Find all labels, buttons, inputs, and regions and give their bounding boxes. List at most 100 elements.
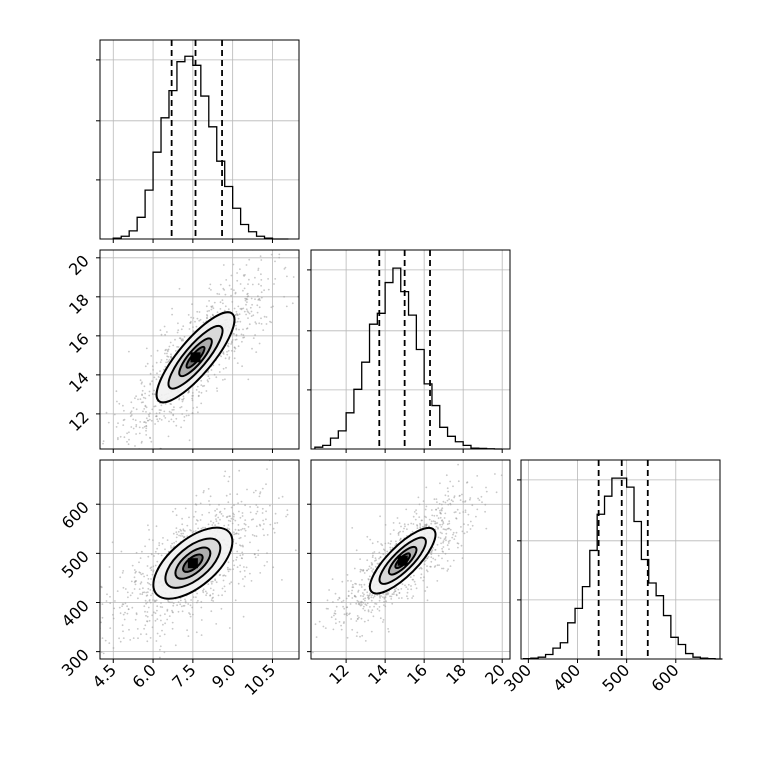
sample-point [374, 565, 377, 568]
sample-point [417, 496, 420, 499]
sample-point [160, 619, 162, 622]
sample-point [261, 487, 264, 490]
sample-point [241, 365, 244, 368]
sample-point [255, 525, 258, 528]
sample-point [182, 339, 185, 342]
sample-point [239, 570, 242, 573]
sample-point [347, 590, 350, 593]
sample-point [440, 508, 443, 511]
sample-point [481, 501, 483, 504]
sample-point [228, 356, 231, 359]
sample-point [358, 616, 360, 619]
sample-point [422, 500, 425, 502]
sample-point [175, 424, 178, 427]
sample-point [145, 417, 148, 420]
sample-point [171, 313, 174, 316]
sample-point [224, 590, 227, 593]
sample-point [152, 539, 154, 541]
sample-point [371, 563, 374, 565]
sample-point [255, 512, 258, 515]
sample-point [416, 525, 419, 527]
sample-point [163, 415, 166, 417]
sample-point [242, 328, 244, 331]
sample-point [240, 528, 243, 531]
sample-point [244, 504, 247, 507]
sample-point [245, 566, 248, 569]
sample-point [235, 559, 238, 561]
sample-point [257, 269, 260, 271]
sample-point [217, 594, 220, 597]
sample-point [145, 633, 148, 636]
sample-point [157, 420, 160, 423]
sample-point [360, 603, 363, 606]
sample-point [223, 524, 226, 527]
histogram-panel-2 [517, 459, 723, 663]
sample-point [245, 308, 248, 311]
density-content [100, 460, 299, 659]
sample-point [223, 309, 226, 312]
sample-point [144, 397, 147, 400]
sample-point [113, 607, 116, 610]
sample-point [252, 337, 255, 339]
sample-point [471, 524, 474, 527]
sample-point [187, 603, 190, 605]
sample-point [222, 367, 225, 370]
sample-point [233, 350, 236, 353]
sample-point [242, 545, 244, 548]
sample-point [170, 418, 173, 421]
sample-point [391, 602, 394, 605]
sample-point [405, 508, 408, 511]
sample-point [135, 425, 138, 428]
sample-point [131, 564, 134, 567]
sample-point [449, 565, 452, 567]
sample-point [138, 561, 140, 564]
sample-point [371, 570, 373, 572]
sample-point [144, 365, 147, 368]
sample-point [281, 495, 284, 498]
sample-point [420, 567, 423, 570]
sample-point [410, 585, 412, 587]
sample-point [246, 301, 248, 303]
sample-point [122, 419, 125, 422]
sample-point [350, 592, 353, 595]
sample-point [371, 594, 373, 596]
sample-point [438, 503, 441, 505]
sample-point [376, 594, 379, 596]
sample-point [164, 402, 167, 405]
sample-point [112, 613, 114, 616]
sample-point [285, 305, 288, 308]
histogram-panel-1 [307, 249, 511, 453]
sample-point [202, 385, 204, 388]
sample-point [197, 395, 200, 398]
sample-point [172, 408, 175, 411]
sample-point [236, 550, 239, 553]
sample-point [457, 463, 459, 466]
sample-point [241, 515, 244, 517]
sample-point [247, 311, 250, 314]
sample-point [196, 385, 199, 388]
sample-point [452, 533, 454, 536]
sample-point [239, 536, 242, 539]
sample-point [151, 614, 154, 617]
sample-point [142, 396, 145, 399]
sample-point [250, 580, 253, 582]
sample-point [249, 506, 252, 508]
sample-point [442, 551, 444, 553]
sample-point [177, 610, 180, 613]
sample-point [150, 553, 153, 556]
sample-point [464, 511, 467, 513]
sample-point [373, 595, 376, 597]
sample-point [138, 426, 141, 429]
sample-point [150, 419, 153, 422]
sample-point [238, 328, 240, 331]
sample-point [223, 507, 226, 510]
sample-point [229, 493, 232, 495]
sample-point [206, 592, 208, 595]
sample-point [216, 311, 219, 314]
sample-point [179, 528, 182, 531]
sample-point [222, 264, 225, 266]
sample-point [414, 583, 417, 586]
sample-point [232, 559, 235, 562]
sample-point [383, 600, 385, 603]
sample-point [183, 604, 186, 607]
